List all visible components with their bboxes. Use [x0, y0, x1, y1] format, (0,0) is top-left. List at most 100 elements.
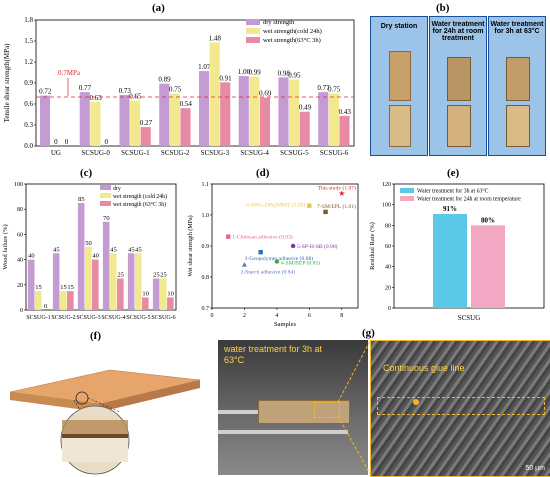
bar-value-label: 25 [160, 272, 167, 279]
photo-b-dry-station: Dry station [370, 16, 428, 156]
y-axis-label: Residual Rate (%) [369, 222, 376, 270]
bar-value-label: 0 [104, 138, 108, 146]
bar-value-label: 0.89 [158, 76, 171, 84]
wood-specimen [447, 57, 471, 101]
photo-g-caption: water treatment for 3h at 63°C [224, 344, 323, 365]
y-tick-label: 1.5 [24, 37, 33, 45]
bar-value-label: 0.77 [317, 84, 330, 92]
point-label: This study (1.07) [318, 184, 357, 191]
legend-label: wet strength(63°C 3h) [263, 37, 321, 44]
bar-value-label: 45 [53, 246, 60, 253]
x-tick-label: 6 [308, 313, 311, 319]
bar-value-label: 0.43 [339, 108, 352, 116]
legend-label: dry [113, 186, 121, 192]
bar-value-label: 85 [78, 196, 85, 203]
wood-specimen [389, 51, 411, 101]
legend-label: wet strength(cold 24h) [263, 28, 322, 35]
panel-label-a: (a) [152, 2, 165, 14]
bar [92, 259, 99, 310]
bar [471, 225, 505, 308]
panel-label-g: (g) [362, 327, 375, 339]
wood-specimen [506, 105, 530, 147]
y-tick-label: 80 [385, 223, 391, 229]
threshold-label: 0.7MPa [58, 69, 81, 77]
y-tick-label: 1.8 [24, 16, 33, 24]
photo-b-caption: Water treatment for 24h at room treatmen… [431, 21, 485, 42]
y-axis-label: Tensile shear strength(MPa) [3, 43, 11, 122]
bar-value-label: 15 [67, 284, 74, 291]
y-tick-label: 0.0 [24, 142, 33, 150]
bar-value-label: 45 [135, 246, 142, 253]
bar [119, 94, 130, 146]
bar [90, 101, 101, 146]
bar [84, 247, 92, 310]
point-label: 1-Chitosan adhesive (0.93) [232, 234, 293, 241]
y-tick-label: 0.6 [24, 100, 33, 108]
wood-specimen [506, 57, 530, 101]
bar-value-label: 0 [54, 138, 58, 146]
y-tick-label: 1.0 [202, 213, 210, 219]
highlight-box [314, 402, 340, 418]
point-label: 6-SPI/c-DP@MMT (1.03) [246, 202, 305, 209]
x-tick-label: 4 [275, 313, 278, 319]
bar [209, 42, 220, 146]
bar [102, 221, 110, 310]
legend-label: Water treatment for 24h at room temperat… [417, 196, 521, 203]
y-tick-label: 40 [17, 258, 23, 264]
bar-value-label: 0.72 [39, 88, 52, 96]
legend-swatch [400, 188, 414, 193]
bar-value-label: 45 [110, 246, 117, 253]
point-label: 4-SM/BEP (0.85) [281, 260, 320, 267]
y-tick-label: 0 [20, 308, 23, 314]
bar-value-label: 0.75 [328, 86, 341, 94]
x-tick-label: 2 [243, 313, 246, 319]
chart-d-wet-shear-strength: 0.7 0.8 0.9 1.0 1.1 0 2 4 6 8 Samples Wet shear str… [187, 182, 359, 328]
y-tick-label: 0.8 [202, 275, 210, 281]
bar [238, 76, 249, 146]
photo-b-caption: Water treatment for 3h at 63°C [490, 21, 544, 35]
bar-value-label: 40 [92, 253, 99, 260]
y-tick-label: 0.9 [202, 244, 210, 250]
y-tick-label: 60 [385, 244, 391, 250]
chart-a-tensile-shear-strength: 0.0 0.3 0.6 0.9 1.2 1.5 1.8 Tensile shear stren… [3, 16, 355, 157]
x-tick-label: SCSUG-6 [151, 315, 175, 321]
photo-g-specimen: water treatment for 3h at 63°C [218, 340, 368, 475]
x-tick-label: UG [51, 149, 61, 157]
bar-value-label: 0.63 [90, 94, 103, 102]
bar [328, 93, 339, 146]
bar-value-label: 1.48 [209, 34, 222, 42]
bar [180, 108, 191, 146]
point-label: 2-Starch adhesive (0.84) [240, 269, 295, 276]
x-tick-label: SCSUG-0 [81, 149, 110, 157]
wood-specimen [389, 105, 411, 147]
x-tick-label: 8 [340, 313, 343, 319]
legend-label: dry strength [263, 19, 295, 26]
y-tick-label: 1.1 [202, 182, 210, 188]
bar-value-label: 1.00 [238, 68, 251, 76]
illustration-f-glued-wood [9, 369, 201, 475]
y-tick-label: 0.7 [202, 306, 210, 312]
legend-label: Water treatment for 3h at 63°C [417, 188, 489, 195]
bar-value-label: 0.73 [119, 87, 132, 95]
x-tick-label: SCSUG-3 [76, 315, 100, 321]
legend-label: wet strength (63°C 3h) [113, 201, 166, 208]
legend-swatch [246, 19, 260, 25]
data-point [226, 234, 231, 239]
data-point [274, 259, 280, 264]
bar-value-label: 10 [142, 290, 149, 297]
bar-value-label: 0.75 [169, 86, 182, 94]
bar [109, 253, 117, 310]
bar-value-label: 15 [60, 284, 67, 291]
legend-swatch [100, 185, 111, 190]
bar-value-label: 50 [85, 240, 92, 247]
x-tick-label: SCSUG-4 [240, 149, 269, 157]
bar-value-label: 0.98 [278, 69, 291, 77]
bar-value-label: 80% [481, 216, 495, 224]
bar [339, 115, 350, 146]
data-point: ★ [338, 189, 345, 198]
point-label: 5-SP-H-SB (0.90) [297, 243, 338, 250]
bar-value-label: 40 [28, 253, 35, 260]
y-axis-label: Wood failure (%) [2, 224, 9, 269]
legend-swatch [400, 196, 414, 201]
tweezers-shape [218, 430, 348, 434]
